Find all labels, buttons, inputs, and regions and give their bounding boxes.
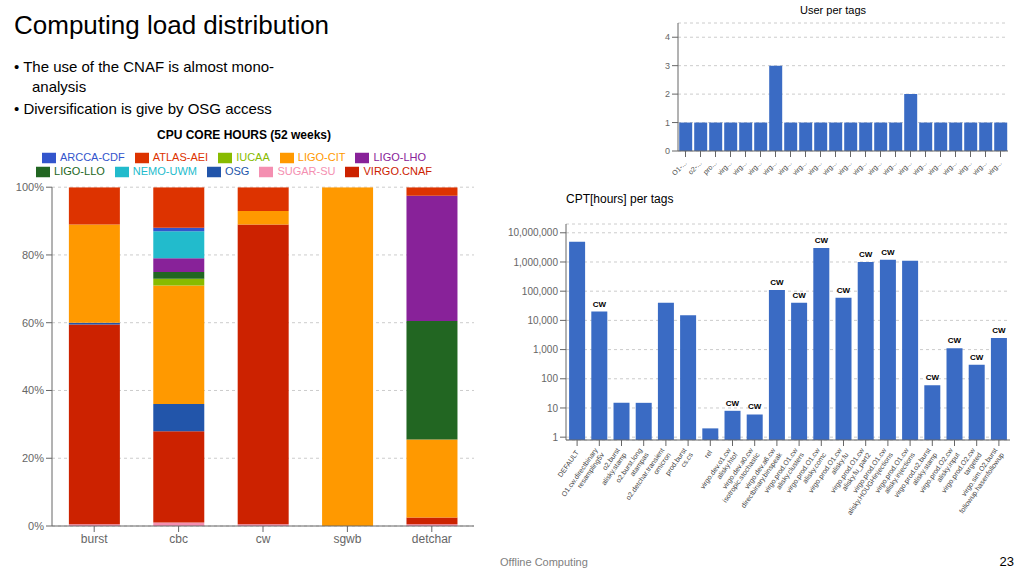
svg-text:cw: cw [256, 532, 271, 546]
svg-text:prod.burstcs.cs: prod.burstcs.cs [664, 446, 695, 481]
svg-text:virg...: virg... [956, 159, 974, 177]
svg-text:sgwb: sgwb [333, 532, 361, 546]
svg-text:virg...: virg... [866, 159, 884, 177]
svg-text:virg...: virg... [836, 159, 854, 177]
svg-text:3: 3 [665, 61, 670, 71]
svg-text:CW: CW [992, 326, 1006, 335]
svg-text:virgo.sim.O2.burstfollowup.has: virgo.sim.O2.burstfollowup.hasenfollowup [951, 447, 1006, 516]
svg-text:CW: CW [948, 336, 962, 345]
svg-text:100%: 100% [16, 181, 44, 193]
svg-text:virg...: virg... [941, 159, 959, 177]
svg-text:1: 1 [665, 118, 670, 128]
svg-text:10,000: 10,000 [527, 315, 558, 326]
svg-text:100: 100 [541, 373, 558, 384]
svg-text:80%: 80% [22, 249, 44, 261]
svg-text:o2-...: o2-... [687, 159, 703, 175]
svg-text:virg...: virg... [851, 159, 869, 177]
svg-text:CW: CW [726, 399, 740, 408]
svg-text:virg...: virg... [791, 159, 809, 177]
svg-text:CW: CW [859, 250, 873, 259]
svg-text:virg...: virg... [881, 159, 899, 177]
svg-text:virg...: virg... [971, 159, 989, 177]
svg-text:detchar: detchar [412, 532, 452, 546]
svg-text:0%: 0% [28, 520, 44, 532]
svg-text:pro...: pro... [702, 159, 719, 176]
svg-text:virg...: virg... [911, 159, 929, 177]
svg-text:20%: 20% [22, 452, 44, 464]
svg-text:virg...: virg... [986, 159, 1004, 177]
svg-text:10: 10 [547, 403, 559, 414]
svg-text:o2.detchar.transientomicron: o2.detchar.transientomicron [624, 447, 672, 506]
svg-text:virg...: virg... [716, 159, 734, 177]
svg-text:CW: CW [593, 300, 607, 309]
svg-text:1: 1 [552, 432, 558, 443]
svg-text:virg...: virg... [821, 159, 839, 177]
svg-text:burst: burst [81, 532, 108, 546]
svg-text:1,000,000: 1,000,000 [514, 257, 559, 268]
svg-text:virg...: virg... [761, 159, 779, 177]
svg-text:2: 2 [665, 89, 670, 99]
svg-text:virg...: virg... [926, 159, 944, 177]
svg-text:O1-...: O1-... [671, 159, 688, 176]
svg-text:1,000: 1,000 [533, 344, 558, 355]
svg-text:4: 4 [665, 32, 670, 42]
svg-text:40%: 40% [22, 384, 44, 396]
svg-text:10,000,000: 10,000,000 [508, 227, 558, 238]
svg-text:rel: rel [703, 449, 713, 460]
svg-text:cbc: cbc [169, 532, 188, 546]
svg-text:CW: CW [748, 402, 762, 411]
svg-text:CW: CW [815, 236, 829, 245]
svg-text:virg...: virg... [731, 159, 749, 177]
svg-text:virg...: virg... [896, 159, 914, 177]
svg-text:virg...: virg... [746, 159, 764, 177]
svg-text:60%: 60% [22, 317, 44, 329]
svg-text:CW: CW [837, 286, 851, 295]
svg-text:CW: CW [970, 353, 984, 362]
svg-text:O1.cw.directbinaryresampling5v: O1.cw.directbinaryresampling5v [560, 446, 606, 503]
svg-text:virg...: virg... [806, 159, 824, 177]
svg-text:CW: CW [792, 291, 806, 300]
svg-text:virg...: virg... [776, 159, 794, 177]
svg-text:CW: CW [770, 278, 784, 287]
svg-text:100,000: 100,000 [522, 286, 559, 297]
svg-text:CW: CW [926, 373, 940, 382]
svg-text:0: 0 [665, 146, 670, 156]
svg-text:CW: CW [881, 248, 895, 257]
